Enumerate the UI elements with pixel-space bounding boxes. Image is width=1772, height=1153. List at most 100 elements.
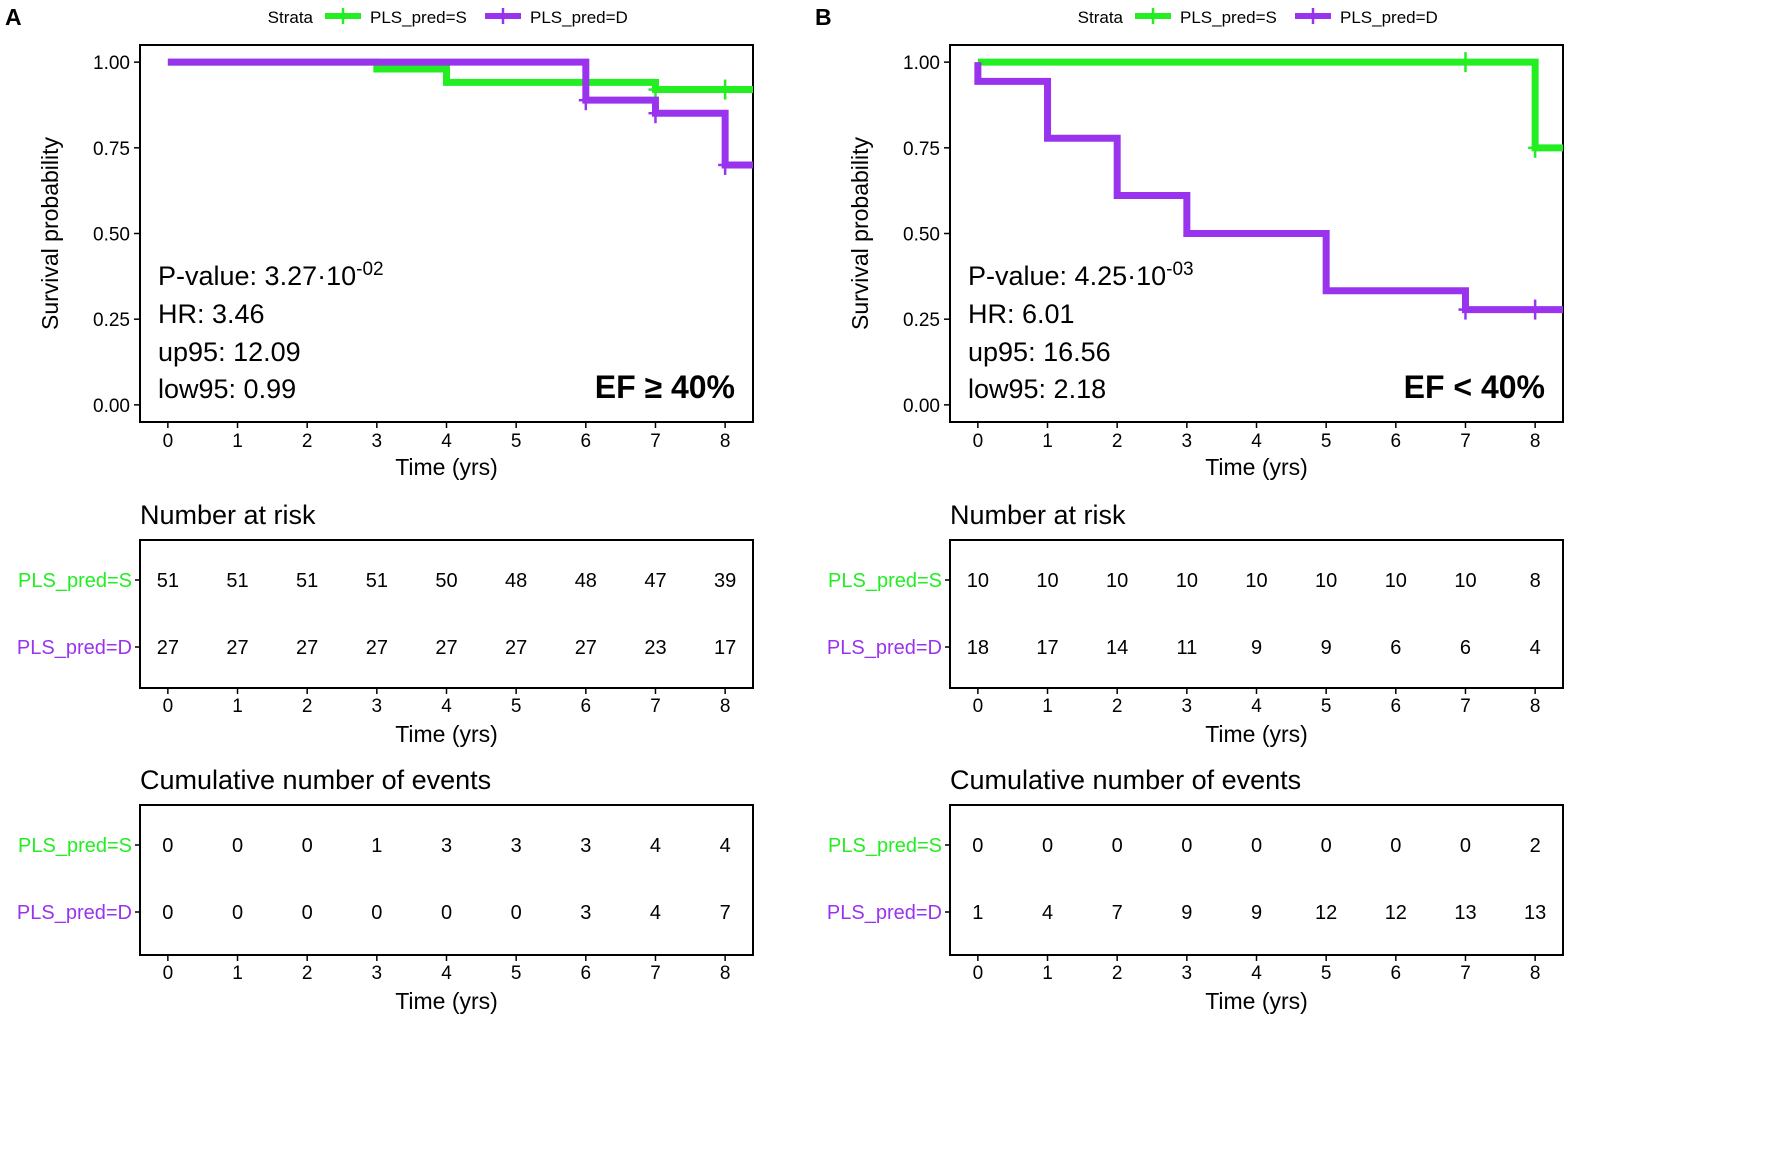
y-axis: 0.00 0.25 0.50 0.75 1.00 Survival probability <box>37 53 140 417</box>
x-tick-label: 1 <box>232 431 243 452</box>
events-table-cell: 13 <box>1454 902 1476 924</box>
risk-table-cell: 4 <box>1530 637 1541 659</box>
x-tick-label: 4 <box>1251 963 1262 984</box>
stat-hr: HR: 6.01 <box>968 299 1075 329</box>
events-table-cell: 12 <box>1315 902 1337 924</box>
legend-entry: PLS_pred=D <box>1340 8 1438 27</box>
x-tick-label: 3 <box>1182 963 1193 984</box>
risk-table-cell: 27 <box>505 637 527 659</box>
x-tick-label: 1 <box>1042 696 1053 717</box>
events-table-cell: 0 <box>302 902 313 924</box>
y-tick-label: 0.75 <box>903 139 940 160</box>
x-tick-label: 0 <box>163 431 174 452</box>
risk-table-frame <box>949 539 1564 689</box>
panel-B: B Strata PLS_pred=S PLS_pred=D0.000.250.500… <box>815 4 1564 1014</box>
events-table-cell: 0 <box>162 835 173 857</box>
risk-table-cell: 39 <box>714 570 736 592</box>
stats-annotation: P-value: 4.25·10-03 HR: 6.01 up95: 16.56 lo… <box>968 259 1545 405</box>
x-tick-label: 7 <box>650 696 661 717</box>
events-table-cell: 3 <box>580 902 591 924</box>
events-table-cell: 2 <box>1530 835 1541 857</box>
x-tick-label: 4 <box>1251 431 1262 452</box>
x-tick-label: 6 <box>581 431 592 452</box>
x-tick-label: 0 <box>163 963 174 984</box>
km-curve-S <box>167 58 753 94</box>
x-tick-label: 4 <box>441 963 452 984</box>
x-tick-label: 1 <box>232 963 243 984</box>
km-curve-S <box>977 58 1563 152</box>
x-tick-label: 0 <box>973 696 984 717</box>
events-table-cell: 3 <box>441 835 452 857</box>
events-table-cell: 0 <box>1390 835 1401 857</box>
stat-low95: low95: 2.18 <box>968 374 1106 404</box>
x-axis: 0 1 2 3 4 5 6 7 8 Time (yrs) <box>973 422 1541 480</box>
x-tick-label: 5 <box>511 431 522 452</box>
stat-up95: up95: 12.09 <box>158 337 301 367</box>
x-tick-label: 8 <box>1530 431 1541 452</box>
events-table-frame <box>949 804 1564 956</box>
events-table-cell: 0 <box>1321 835 1332 857</box>
panel-label: B <box>815 4 832 30</box>
x-tick-label: 3 <box>1182 431 1193 452</box>
events-table-cell: 0 <box>232 902 243 924</box>
events-table-frame <box>139 804 754 956</box>
events-table-cell: 0 <box>1460 835 1471 857</box>
y-tick-label: 0.50 <box>93 225 130 246</box>
legend-title: Strata <box>268 8 314 27</box>
risk-table-cell: 23 <box>644 637 666 659</box>
risk-table-row-label: PLS_pred=D <box>17 637 132 659</box>
x-tick-label: 2 <box>1112 696 1123 717</box>
events-table-cell: 0 <box>511 902 522 924</box>
x-tick-label: 5 <box>1321 696 1332 717</box>
x-tick-label: 5 <box>1321 963 1332 984</box>
x-tick-label: 0 <box>973 963 984 984</box>
legend: Strata PLS_pred=S PLS_pred=D <box>1078 8 1438 27</box>
events-table: Cumulative number of events PLS_pred=S 0 0 0… <box>17 765 754 1014</box>
panel-label: A <box>5 4 22 30</box>
x-tick-label: 4 <box>441 431 452 452</box>
stat-hr: HR: 3.46 <box>158 299 265 329</box>
events-table-cell: 0 <box>232 835 243 857</box>
x-tick-label: 2 <box>302 963 313 984</box>
x-tick-label: 6 <box>1391 696 1402 717</box>
x-axis: 0 1 2 3 4 5 6 7 8 Time (yrs) <box>163 422 730 480</box>
risk-table-cell: 48 <box>505 570 527 592</box>
risk-table-cell: 18 <box>967 637 989 659</box>
events-table-cell: 4 <box>720 835 731 857</box>
x-tick-label: 4 <box>441 696 452 717</box>
risk-table-cell: 50 <box>435 570 457 592</box>
events-table-cell: 3 <box>580 835 591 857</box>
risk-table-cell: 9 <box>1321 637 1332 659</box>
x-tick-label: 3 <box>372 963 383 984</box>
risk-table-cell: 27 <box>226 637 248 659</box>
risk-table-cell: 47 <box>644 570 666 592</box>
events-table: Cumulative number of events PLS_pred=S 0 0 0… <box>827 765 1564 1014</box>
events-table-row-label: PLS_pred=S <box>18 835 132 857</box>
legend-entry: PLS_pred=D <box>530 8 628 27</box>
legend: Strata PLS_pred=S PLS_pred=D <box>268 8 628 27</box>
stat-low95: low95: 0.99 <box>158 374 296 404</box>
x-tick-label: 2 <box>1112 963 1123 984</box>
risk-table-cell: 11 <box>1176 637 1197 659</box>
risk-table-cell: 10 <box>967 570 989 592</box>
events-table-x-axis-label: Time (yrs) <box>395 988 498 1014</box>
stats-annotation: P-value: 3.27·10-02 HR: 3.46 up95: 12.09 lo… <box>158 259 735 405</box>
x-tick-label: 7 <box>1460 431 1471 452</box>
x-tick-label: 7 <box>650 963 661 984</box>
events-table-cell: 7 <box>720 902 731 924</box>
risk-table-x-axis-label: Time (yrs) <box>1205 721 1308 747</box>
events-table-cell: 0 <box>302 835 313 857</box>
x-tick-label: 4 <box>1251 696 1262 717</box>
risk-table-x-axis-label: Time (yrs) <box>395 721 498 747</box>
y-tick-label: 0.00 <box>93 396 130 417</box>
events-table-cell: 9 <box>1181 902 1192 924</box>
risk-table-cell: 27 <box>435 637 457 659</box>
ef-condition: EF ≥ 40% <box>595 369 735 405</box>
x-tick-label: 2 <box>302 431 313 452</box>
x-tick-label: 7 <box>1460 696 1471 717</box>
km-curve-D <box>974 62 1563 314</box>
legend-title: Strata <box>1078 8 1124 27</box>
events-table-cell: 1 <box>371 835 382 857</box>
